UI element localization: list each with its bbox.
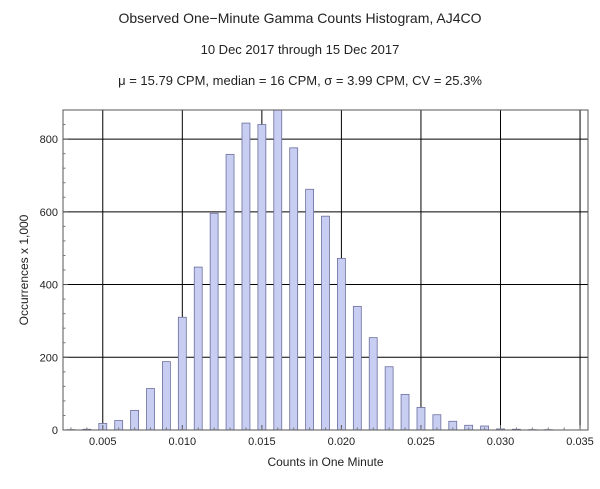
histogram-bar [321,215,330,430]
histogram-bar [257,124,267,430]
histogram-bar [368,337,378,430]
histogram-bar [352,305,362,430]
histogram-bar [225,153,235,430]
tick-layer: 0.005 0.010 0.015 0.020 0.025 0.030 0.035 0 200 4… [40,124,594,448]
chart-title: Observed One−Minute Gamma Counts Histogr… [118,10,482,26]
chart-subtitle: 10 Dec 2017 through 15 Dec 2017 [200,42,400,57]
x-tick-label: 0.020 [328,436,356,448]
y-tick-label: 200 [40,352,58,364]
x-axis-label: Counts in One Minute [267,455,383,469]
histogram-bar [448,420,458,430]
histogram-bar [209,212,219,430]
y-tick-label: 800 [40,134,58,146]
x-tick-label: 0.035 [566,436,594,448]
histogram-bar [305,188,314,430]
y-tick-label: 0 [52,425,58,437]
histogram-bar [193,266,203,430]
chart-stats: μ = 15.79 CPM, median = 16 CPM, σ = 3.99… [118,73,482,88]
x-tick-label: 0.005 [89,436,117,448]
histogram-bar [177,316,187,430]
histogram-bar [162,361,171,430]
histogram-bar [416,407,426,430]
y-tick-label: 600 [40,207,58,219]
histogram-bar [384,366,394,430]
y-tick-label: 400 [40,280,58,292]
histogram-bar [400,393,410,430]
y-axis-label: Occurrences x 1,000 [17,214,31,325]
bar-layer [66,110,553,430]
x-tick-label: 0.010 [169,436,197,448]
histogram-bar [337,257,346,430]
histogram-bar [289,147,299,430]
histogram-bar [146,388,155,430]
histogram-bar [273,110,283,430]
x-tick-label: 0.025 [407,436,435,448]
x-tick-label: 0.030 [487,436,515,448]
histogram-bar [130,409,139,430]
x-tick-label: 0.015 [248,436,276,448]
histogram-bar [241,122,251,430]
